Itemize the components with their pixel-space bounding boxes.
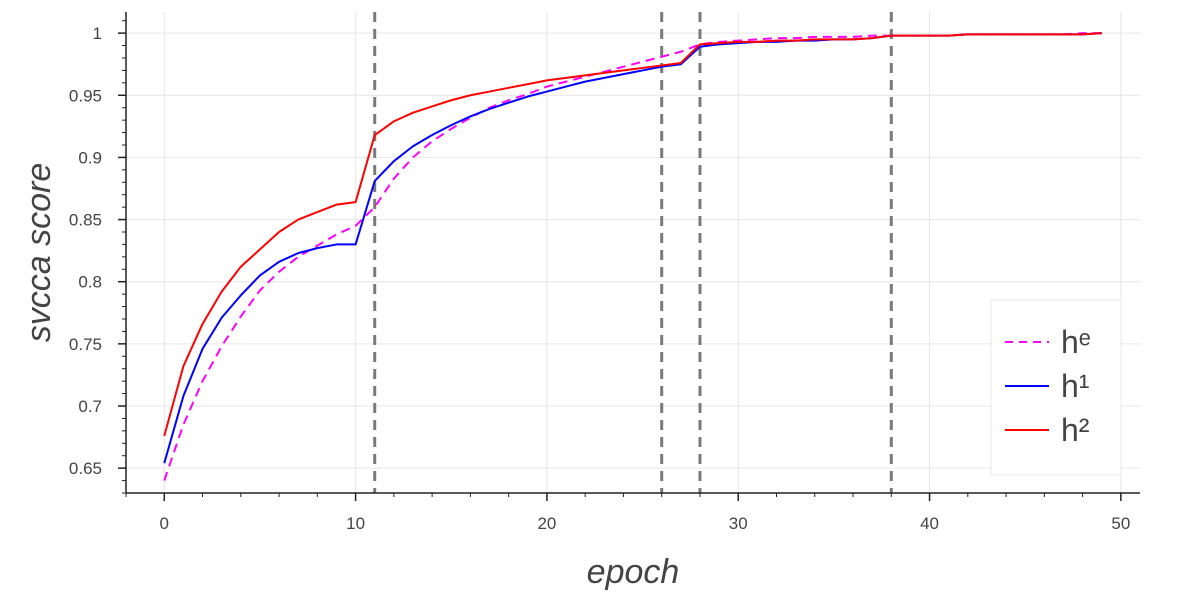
x-tick-label: 10	[346, 514, 365, 533]
y-tick-label: 0.7	[78, 397, 102, 416]
axis-layer: 0 10 20 30 40 50 0.65 0.7 0.75 0.8 0.85 0.9 0.95 1	[69, 12, 1140, 533]
legend-items: hᵉ h¹ h²	[1005, 324, 1091, 448]
x-tick-label: 40	[920, 514, 939, 533]
legend-label: hᵉ	[1061, 324, 1091, 360]
y-tick-label: 0.65	[69, 459, 102, 478]
y-tick-label: 0.85	[69, 211, 102, 230]
series-line	[163, 32, 1102, 437]
series-line	[163, 32, 1102, 481]
y-tick-label: 1	[93, 24, 102, 43]
vertical-marker-layer	[373, 12, 893, 493]
legend-box	[990, 299, 1122, 476]
x-tick-label: 50	[1111, 514, 1130, 533]
x-tick-label: 30	[729, 514, 748, 533]
y-axis-title: svcca score	[20, 163, 58, 343]
legend-label: h¹	[1061, 368, 1089, 404]
y-tick-label: 0.9	[78, 148, 102, 167]
series-layer	[163, 32, 1102, 481]
x-axis-title: epoch	[587, 553, 680, 591]
legend-label: h²	[1061, 412, 1090, 448]
y-tick-label: 0.75	[69, 335, 102, 354]
x-tick-label: 20	[537, 514, 556, 533]
legend: hᵉ h¹ h²	[990, 299, 1122, 476]
series-line	[163, 32, 1102, 464]
y-tick-label: 0.95	[69, 86, 102, 105]
y-tick-label: 0.8	[78, 273, 102, 292]
grid-layer	[126, 12, 1140, 493]
x-tick-label: 0	[160, 514, 169, 533]
